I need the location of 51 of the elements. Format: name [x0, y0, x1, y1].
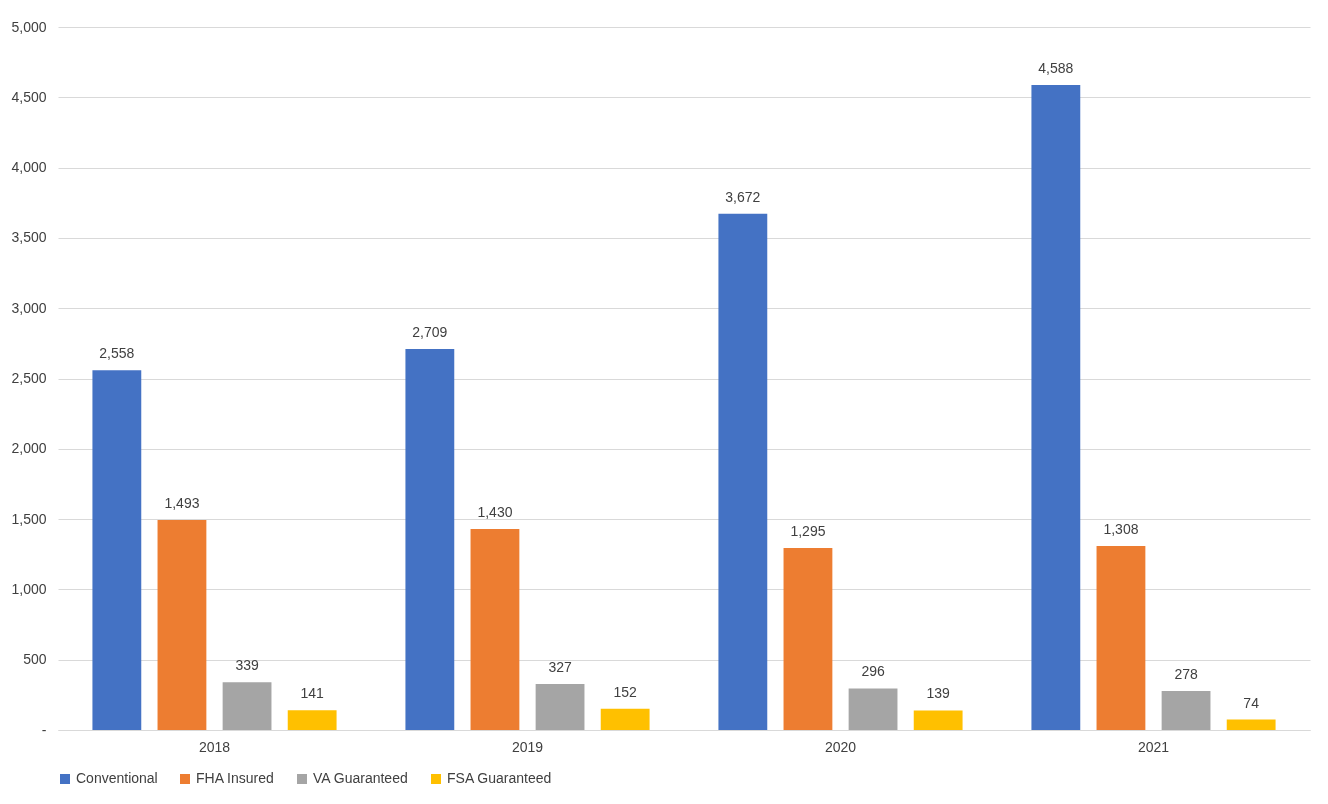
x-tick-label: 2020 [824, 738, 857, 755]
bar [913, 710, 963, 730]
y-tick-label: 2,000 [11, 440, 47, 457]
bar [1161, 690, 1211, 730]
data-label: 141 [300, 685, 325, 702]
y-tick-label: 3,500 [11, 229, 47, 246]
bar [600, 708, 650, 730]
bar [535, 684, 585, 730]
y-tick-label: 4,000 [11, 159, 47, 176]
data-label: 1,493 [164, 495, 200, 512]
data-label: 1,430 [477, 503, 513, 520]
legend-label: Conventional [76, 770, 158, 786]
y-tick-label: 5,000 [11, 18, 47, 35]
bar [1226, 719, 1276, 730]
legend-label: FHA Insured [196, 770, 274, 786]
bar [1096, 546, 1146, 730]
data-label: 139 [926, 685, 951, 702]
data-label: 2,558 [99, 345, 135, 362]
data-label: 296 [861, 663, 885, 680]
bar [783, 547, 833, 730]
data-label: 74 [1243, 694, 1260, 711]
y-tick-label: 4,500 [11, 88, 47, 105]
y-tick-label: 3,000 [11, 299, 47, 316]
data-label: 3,672 [725, 188, 761, 205]
bar [848, 688, 898, 730]
legend-label: FSA Guaranteed [447, 770, 552, 786]
data-label: 339 [235, 657, 259, 674]
data-label: 152 [613, 683, 638, 700]
data-label: 2,709 [412, 324, 448, 341]
bar [92, 370, 142, 730]
bar [405, 349, 455, 730]
legend-label: VA Guaranteed [313, 770, 408, 786]
x-tick-label: 2018 [198, 738, 231, 755]
bar [470, 528, 520, 730]
bar [718, 213, 768, 730]
data-label: 4,588 [1038, 59, 1074, 76]
bar [222, 682, 272, 730]
x-tick-label: 2019 [511, 738, 544, 755]
bar [1031, 84, 1081, 730]
bar [157, 520, 207, 730]
y-tick-label: 1,500 [11, 510, 47, 527]
y-tick-label: 2,500 [11, 370, 47, 386]
data-label: 278 [1174, 665, 1198, 682]
y-tick-label: 1,000 [11, 580, 47, 597]
y-tick-label: - [41, 721, 47, 738]
x-tick-label: 2021 [1137, 738, 1170, 755]
y-tick-label: 500 [23, 651, 47, 668]
data-label: 1,308 [1103, 521, 1139, 538]
bar [287, 710, 337, 730]
data-label: 1,295 [790, 522, 826, 539]
data-label: 327 [548, 659, 572, 676]
